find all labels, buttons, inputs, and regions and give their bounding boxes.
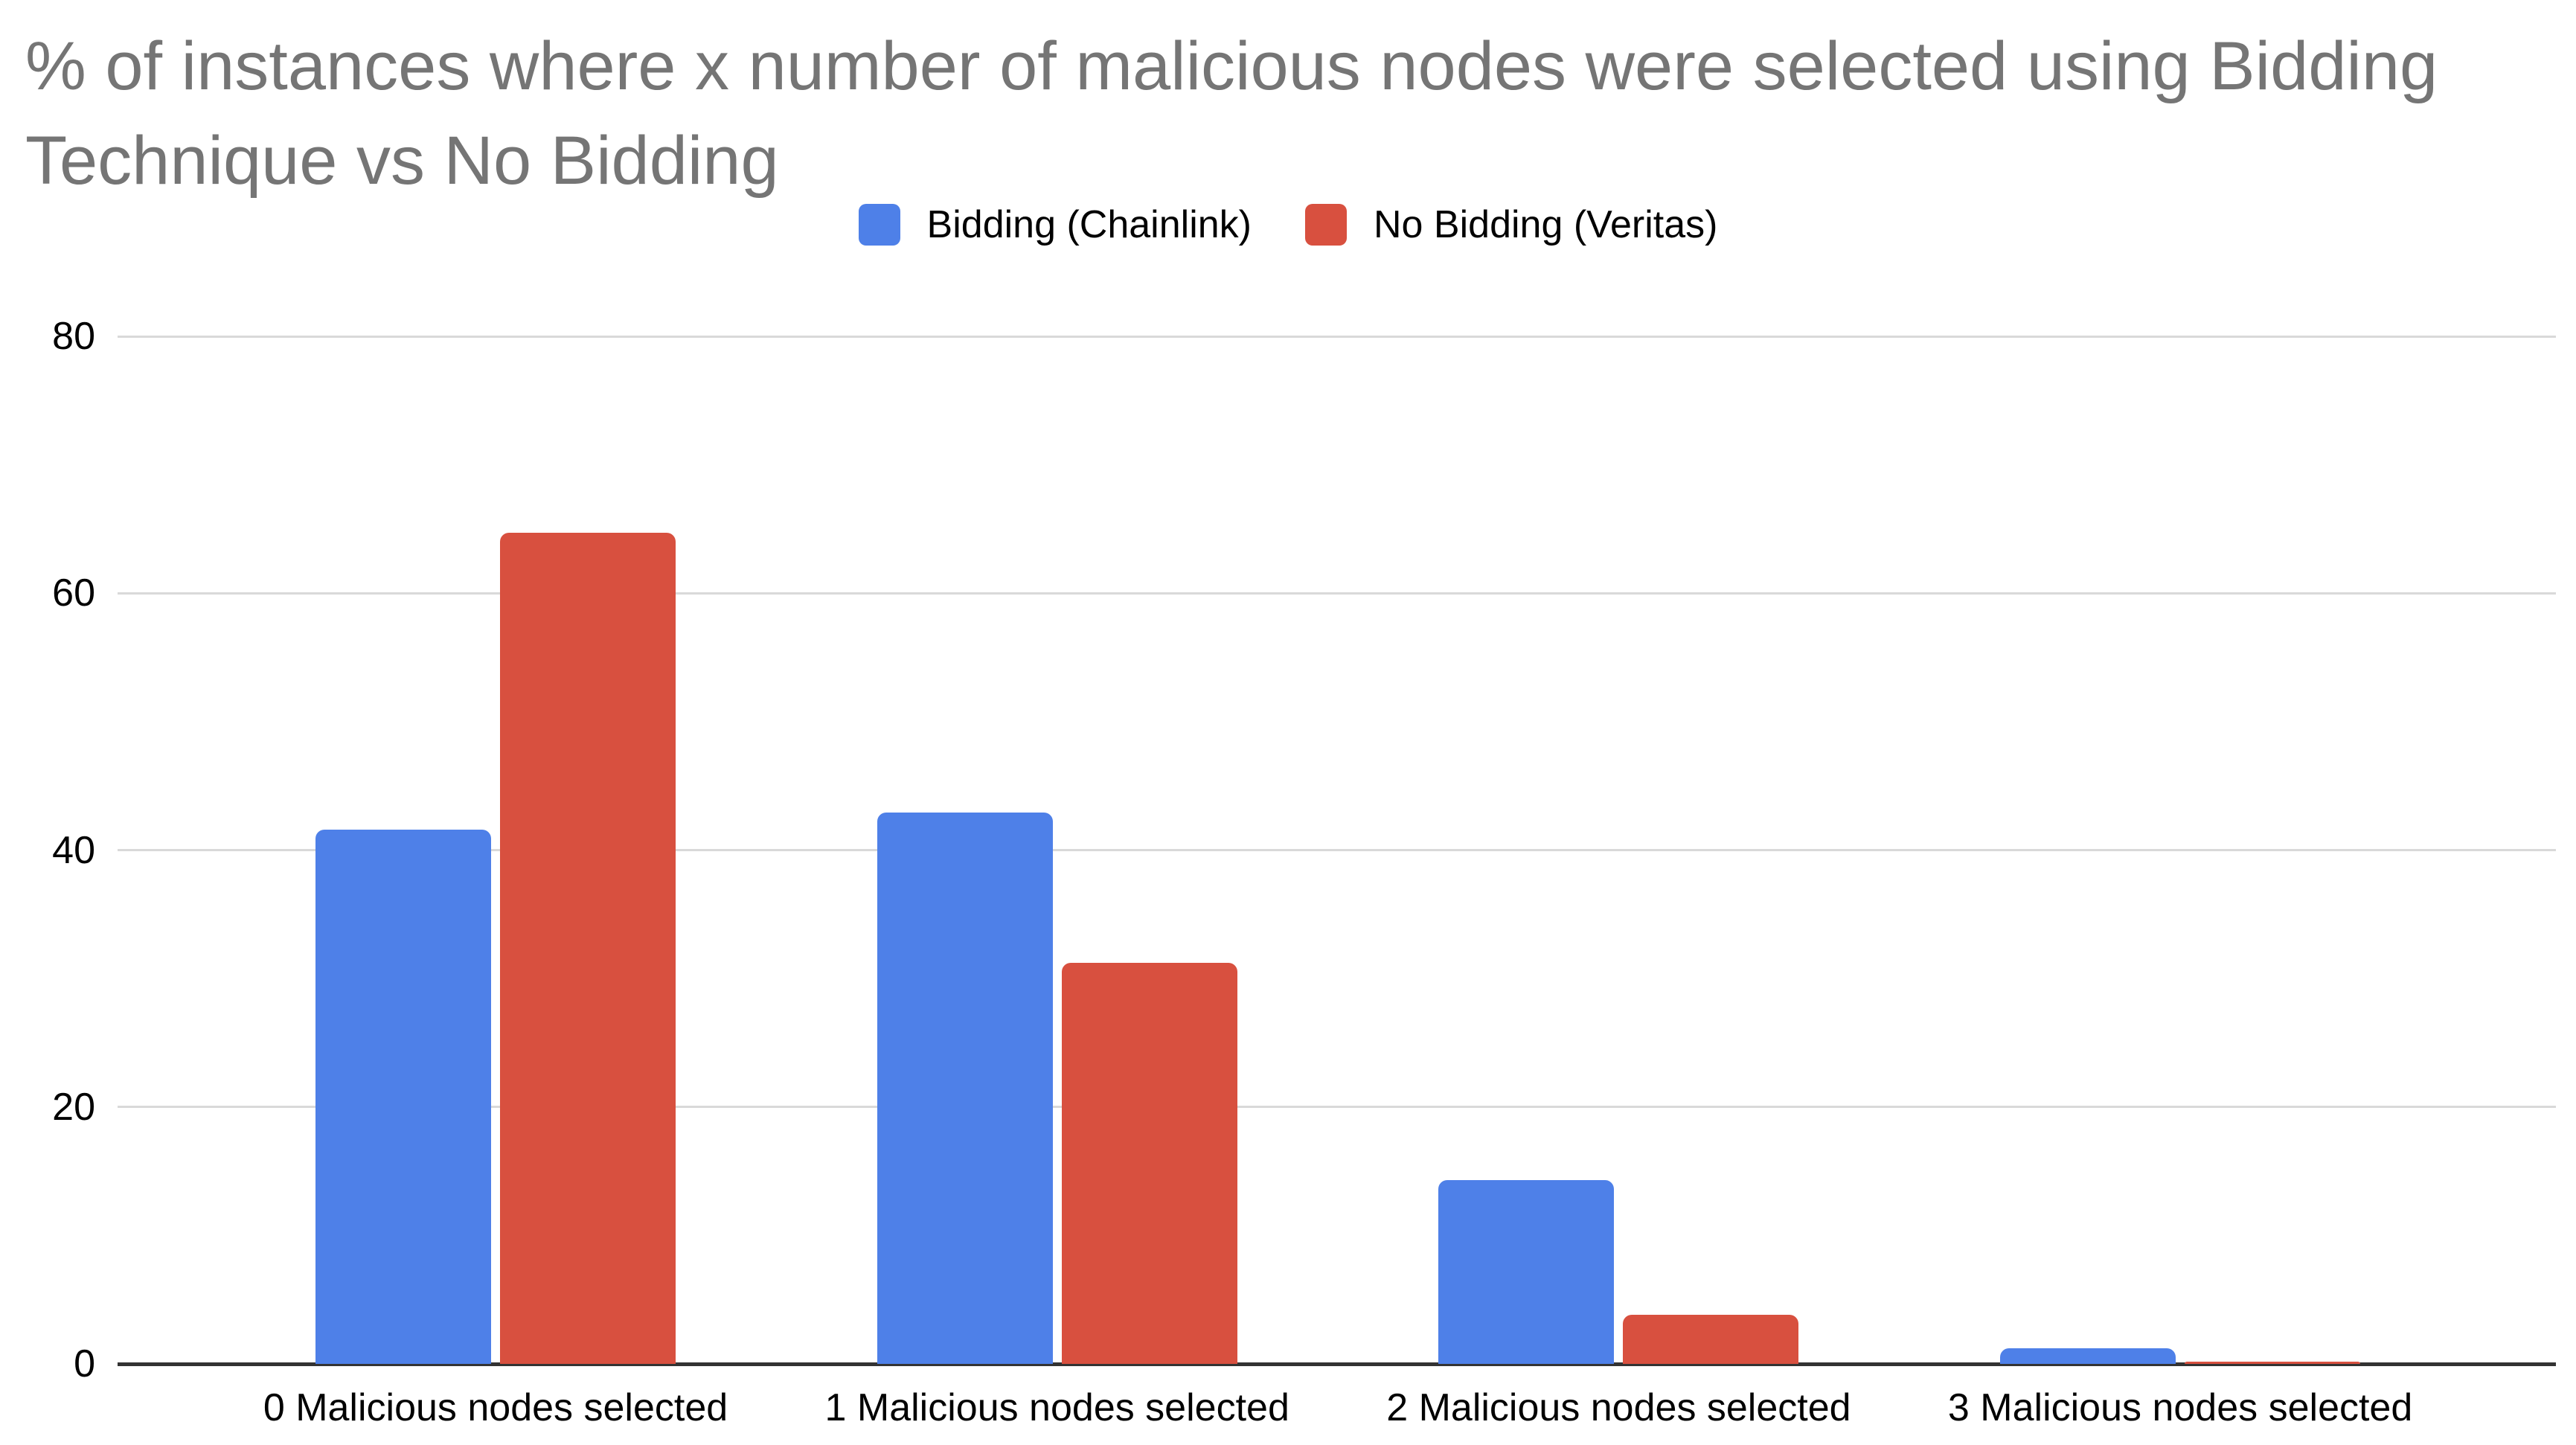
x-axis-line: [118, 1362, 2556, 1366]
chart-title: % of instances where x number of malicio…: [25, 19, 2438, 208]
bar-no-bidding-group2: [1623, 1315, 1799, 1364]
legend-label-no-bidding: No Bidding (Veritas): [1374, 203, 1718, 246]
bar-bidding-group1: [877, 813, 1053, 1364]
y-axis-tick-label: 40: [52, 828, 95, 872]
chart-title-line1: % of instances where x number of malicio…: [25, 28, 2438, 104]
x-axis-label: 0 Malicious nodes selected: [263, 1386, 728, 1429]
bar-bidding-group0: [315, 829, 491, 1364]
legend: Bidding (Chainlink) No Bidding (Veritas): [0, 202, 2576, 247]
bar-bidding-group3: [2000, 1348, 2176, 1364]
legend-label-bidding: Bidding (Chainlink): [926, 203, 1252, 246]
y-axis-tick-label: 80: [52, 315, 95, 358]
gridline: [118, 592, 2556, 595]
legend-item-bidding: Bidding (Chainlink): [858, 202, 1252, 247]
x-axis-label: 3 Malicious nodes selected: [1947, 1386, 2413, 1429]
bar-no-bidding-group3: [2185, 1361, 2361, 1364]
legend-item-no-bidding: No Bidding (Veritas): [1305, 202, 1717, 247]
legend-swatch-blue-icon: [858, 204, 900, 246]
gridline: [118, 849, 2556, 851]
x-axis-label: 2 Malicious nodes selected: [1386, 1386, 1851, 1429]
x-axis-label: 1 Malicious nodes selected: [824, 1386, 1289, 1429]
chart-title-line2: Technique vs No Bidding: [25, 123, 779, 199]
bar-bidding-group2: [1438, 1180, 1615, 1364]
bar-no-bidding-group0: [500, 533, 676, 1364]
bar-no-bidding-group1: [1061, 963, 1237, 1364]
y-axis-tick-label: 20: [52, 1085, 95, 1129]
y-axis-tick-label: 60: [52, 571, 95, 615]
y-axis-tick-label: 0: [74, 1342, 95, 1385]
gridline: [118, 335, 2556, 338]
gridline: [118, 1106, 2556, 1109]
legend-swatch-red-icon: [1305, 204, 1347, 246]
